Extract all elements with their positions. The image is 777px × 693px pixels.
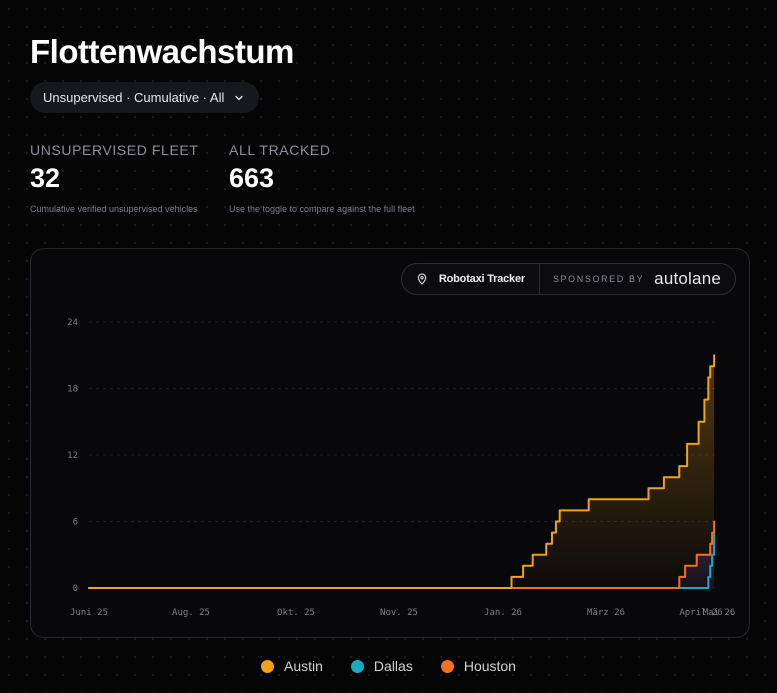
stat-label: UNSUPERVISED FLEET <box>30 142 199 158</box>
stat-all-tracked: ALL TRACKED 663 Use the toggle to compar… <box>229 142 415 215</box>
x-tick-label: Juni 25 <box>70 608 108 618</box>
sponsor-logo: autolane <box>654 269 721 288</box>
chevron-down-icon <box>235 95 244 100</box>
legend-dot <box>261 659 274 673</box>
sponsor-badge[interactable]: Robotaxi Tracker SPONSORED BY autolane <box>400 263 736 295</box>
map-pin-icon <box>417 273 427 285</box>
y-tick-label: 18 <box>67 385 78 395</box>
view-filter-dropdown[interactable]: Unsupervised · Cumulative · All <box>30 82 260 113</box>
x-tick-label: Jan. 26 <box>484 608 522 618</box>
stat-value: 32 <box>30 163 61 193</box>
sponsor-group: SPONSORED BY autolane <box>540 269 735 289</box>
y-tick-label: 6 <box>73 518 78 528</box>
x-tick-label: April 26 <box>679 608 722 618</box>
legend-label: Houston <box>463 658 516 674</box>
series-line-dallas <box>88 531 716 589</box>
x-tick-label: Nov. 25 <box>380 608 418 618</box>
stat-caption: Use the toggle to compare against the fu… <box>229 204 415 214</box>
filter-label: Unsupervised · Cumulative · All <box>43 90 225 105</box>
x-tick-label: März 26 <box>587 608 625 618</box>
y-tick-label: 12 <box>67 451 78 461</box>
fleet-growth-chart: 0 6 12 18 24 Juni 25 Aug. 25 Okt. 25 Nov. 25 Jan.… <box>67 318 736 618</box>
series-line-houston <box>88 520 716 589</box>
x-tick-label: Aug. 25 <box>172 608 210 618</box>
tracker-label-group: Robotaxi Tracker <box>402 264 540 294</box>
x-tick-label: Mai 26 <box>703 608 736 618</box>
series-area-austin <box>89 355 715 588</box>
x-tick-label: Okt. 25 <box>277 608 315 618</box>
legend-item-houston[interactable]: Houston <box>440 658 516 674</box>
y-tick-label: 0 <box>73 584 78 594</box>
page-title: Flottenwachstum <box>30 33 294 70</box>
legend-dot <box>440 659 454 673</box>
y-tick-label: 24 <box>67 318 78 328</box>
sponsored-by-label: SPONSORED BY <box>552 274 645 284</box>
legend-item-austin[interactable]: Austin <box>261 658 323 674</box>
series-line-austin <box>88 354 716 589</box>
stat-caption: Cumulative verified unsupervised vehicle… <box>30 204 198 214</box>
tracker-name: Robotaxi Tracker <box>438 273 525 285</box>
stat-label: ALL TRACKED <box>229 142 331 158</box>
stat-value: 663 <box>229 163 275 193</box>
legend-label: Dallas <box>373 658 413 674</box>
legend-label: Austin <box>284 658 323 674</box>
legend-dot <box>350 659 364 673</box>
chart-legend: Austin Dallas Houston <box>0 658 777 674</box>
stat-unsupervised-fleet: UNSUPERVISED FLEET 32 Cumulative verifie… <box>30 142 198 215</box>
chart-card: 0 6 12 18 24 Juni 25 Aug. 25 Okt. 25 Nov. 25 Jan.… <box>30 248 750 638</box>
legend-item-dallas[interactable]: Dallas <box>350 658 413 674</box>
